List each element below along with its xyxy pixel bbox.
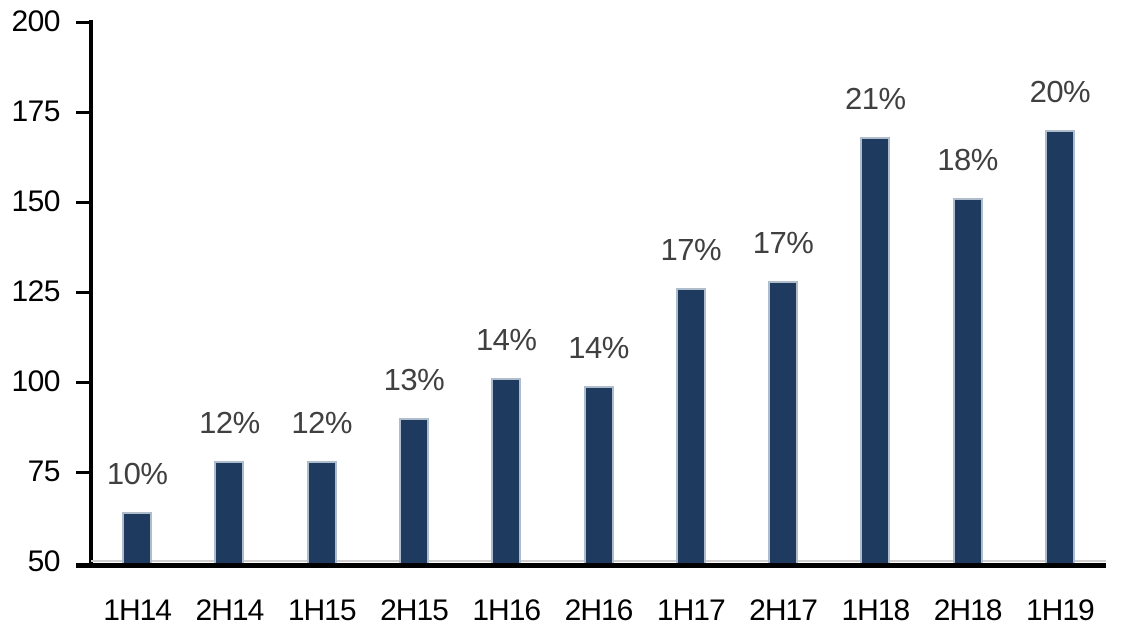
bar-value-label: 12%	[199, 405, 260, 441]
y-axis-line	[89, 20, 93, 568]
bar-value-label: 18%	[937, 142, 998, 178]
y-tick-label: 150	[11, 185, 60, 218]
bar-value-label: 10%	[106, 455, 168, 491]
bar-value-label: 17%	[660, 232, 722, 268]
y-tick-label: 50	[27, 545, 61, 578]
x-category-label: 1H15	[287, 594, 357, 627]
bar-2h15	[398, 418, 429, 563]
bar-2h17	[768, 281, 799, 563]
x-category-label: 1H19	[1026, 594, 1095, 627]
x-category-label: 2H14	[195, 594, 265, 627]
bar-value-label: 13%	[383, 362, 445, 397]
x-category-label: 1H17	[656, 594, 726, 627]
bar-2h18	[952, 198, 983, 563]
x-category-label: 2H18	[933, 594, 1003, 627]
bar-value-label: 14%	[475, 322, 537, 358]
bar-1h17	[675, 288, 706, 563]
bar-2h16	[583, 385, 614, 563]
y-tick-mark	[76, 110, 91, 114]
bar-1h19	[1044, 130, 1075, 563]
y-tick-label: 175	[11, 95, 60, 128]
y-tick-mark	[76, 470, 91, 474]
bar-1h18	[860, 137, 891, 563]
y-tick-label: 75	[27, 455, 61, 488]
y-tick-label: 200	[11, 5, 60, 38]
bar-1h16	[491, 378, 522, 563]
y-tick-mark	[76, 20, 91, 24]
x-category-label: 1H14	[103, 594, 172, 627]
bar-value-label: 14%	[568, 329, 629, 365]
bar-value-label: 17%	[752, 225, 814, 261]
bar-1h15	[306, 461, 337, 563]
x-category-label: 1H18	[841, 594, 910, 627]
bar-value-label: 12%	[291, 405, 352, 441]
bar-1h14	[122, 511, 153, 563]
x-category-label: 2H17	[749, 594, 818, 627]
y-tick-label: 125	[11, 275, 60, 308]
x-axis-line	[76, 563, 1106, 568]
bar-value-label: 20%	[1029, 74, 1091, 109]
x-category-label: 2H15	[380, 594, 449, 627]
bar-2h14	[214, 461, 245, 563]
x-category-label: 1H16	[472, 594, 541, 627]
y-tick-mark	[76, 380, 91, 384]
y-tick-mark	[76, 290, 91, 294]
x-category-label: 2H16	[564, 594, 634, 627]
bar-value-label: 21%	[845, 81, 906, 117]
y-tick-label: 100	[11, 365, 60, 398]
y-tick-mark	[76, 200, 91, 204]
